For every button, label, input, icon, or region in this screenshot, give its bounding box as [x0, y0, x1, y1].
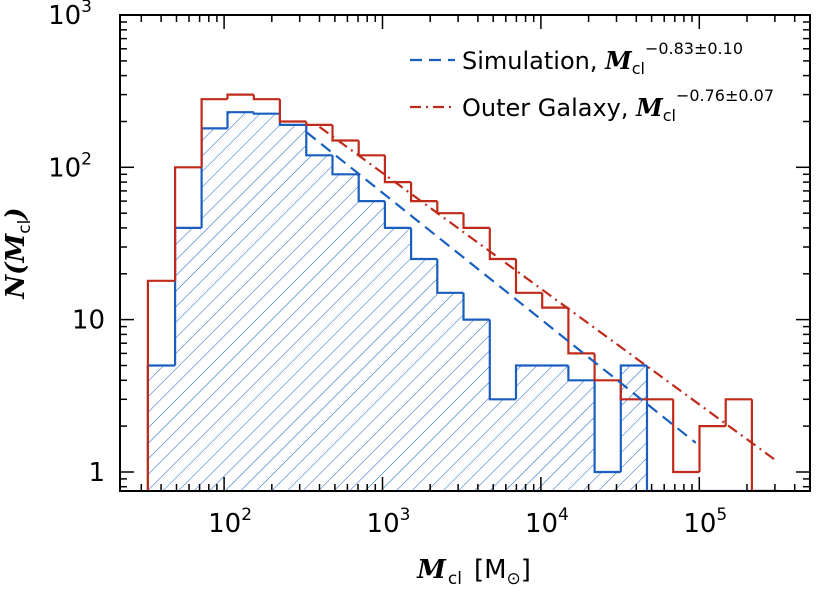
legend: Simulation, Mcl−0.83±0.10 Outer Galaxy, M…: [410, 39, 774, 125]
legend-label-0: Simulation, Mcl−0.83±0.10: [462, 39, 743, 78]
series-0-bin-3: [226, 111, 254, 129]
series-1-bin-17: [593, 353, 621, 382]
series-0-bin-19: [645, 365, 674, 491]
series-0-bin-12: [462, 292, 490, 321]
series-1-bin-5: [278, 99, 307, 123]
series-1-bin-1: [174, 166, 202, 281]
series-1-bin-8: [357, 140, 385, 157]
series-0-bin-16: [567, 365, 595, 382]
y-tick-label: 103: [48, 0, 92, 31]
y-label-subscript: cl: [15, 220, 35, 234]
series-0-histogram: [146, 111, 779, 491]
series-0-bin-6: [305, 124, 333, 157]
series-0-bin-9: [383, 201, 412, 229]
series-1-bin-18: [619, 380, 647, 401]
series-1-bin-10: [410, 182, 438, 203]
y-tick-label: 10: [72, 306, 105, 336]
y-label-close: ): [1, 207, 31, 220]
series-0-bin-13: [488, 319, 516, 401]
series-1-bin-0: [146, 279, 176, 491]
series-0-bin-18: [619, 364, 647, 472]
series-0-fit-line: [305, 131, 697, 444]
series-1-bin-9: [383, 155, 412, 184]
x-label-unit-subscript: ⊙: [507, 569, 521, 589]
x-tick-label: 103: [367, 505, 411, 539]
x-label-symbol: M: [416, 555, 447, 585]
series-1-bin-22: [724, 398, 752, 427]
series-0-bin-11: [436, 259, 464, 294]
series-1-bin-16: [567, 307, 595, 355]
y-label-symbol: N(M: [1, 233, 31, 300]
x-tick-label: 102: [208, 505, 252, 539]
x-tick-label: 104: [525, 505, 569, 539]
series-0-bin-8: [357, 174, 385, 203]
y-axis-label: N(Mcl): [1, 207, 35, 299]
series-1-bin-12: [462, 213, 490, 229]
plot-frame: [119, 14, 811, 492]
series-1-fit-line: [318, 126, 776, 461]
axis-layer: 102 103 104 105 1 10 102 103: [48, 0, 811, 539]
series-0-bin-5: [278, 113, 307, 126]
series-1-bin-11: [436, 201, 464, 215]
x-label-subscript: cl: [448, 569, 462, 589]
series-1-bin-15: [541, 292, 569, 309]
series-1-bin-23: [750, 399, 779, 491]
series-1-bin-7: [331, 124, 359, 142]
x-tick-label: 105: [683, 505, 727, 539]
series-1-bin-3: [226, 93, 254, 100]
series-0-bin-14: [514, 364, 543, 400]
plot-layer: [146, 93, 779, 491]
series-1-bin-14: [514, 259, 543, 294]
x-label-unit: [M: [474, 555, 507, 585]
series-0-bin-10: [410, 227, 438, 261]
series-1-bin-13: [488, 227, 516, 261]
series-0-bin-17: [593, 380, 621, 474]
svg-text:N(Mcl): N(Mcl): [1, 207, 35, 299]
series-1-bin-21: [698, 425, 726, 472]
legend-label-1: Outer Galaxy, Mcl−0.76±0.07: [462, 86, 774, 125]
x-label-unit-close: ]: [521, 555, 531, 585]
series-0-bin-7: [331, 155, 359, 176]
series-1-bin-20: [672, 399, 700, 474]
series-1-bin-2: [200, 98, 228, 168]
y-tick-label: 1: [88, 458, 105, 488]
svg-text:Mcl[M⊙]: Mcl [M⊙]: [416, 555, 531, 589]
y-tick-label: 102: [48, 149, 92, 183]
series-1-bin-6: [305, 121, 333, 126]
series-0-bin-4: [252, 112, 280, 115]
series-1-bin-4: [252, 94, 280, 101]
